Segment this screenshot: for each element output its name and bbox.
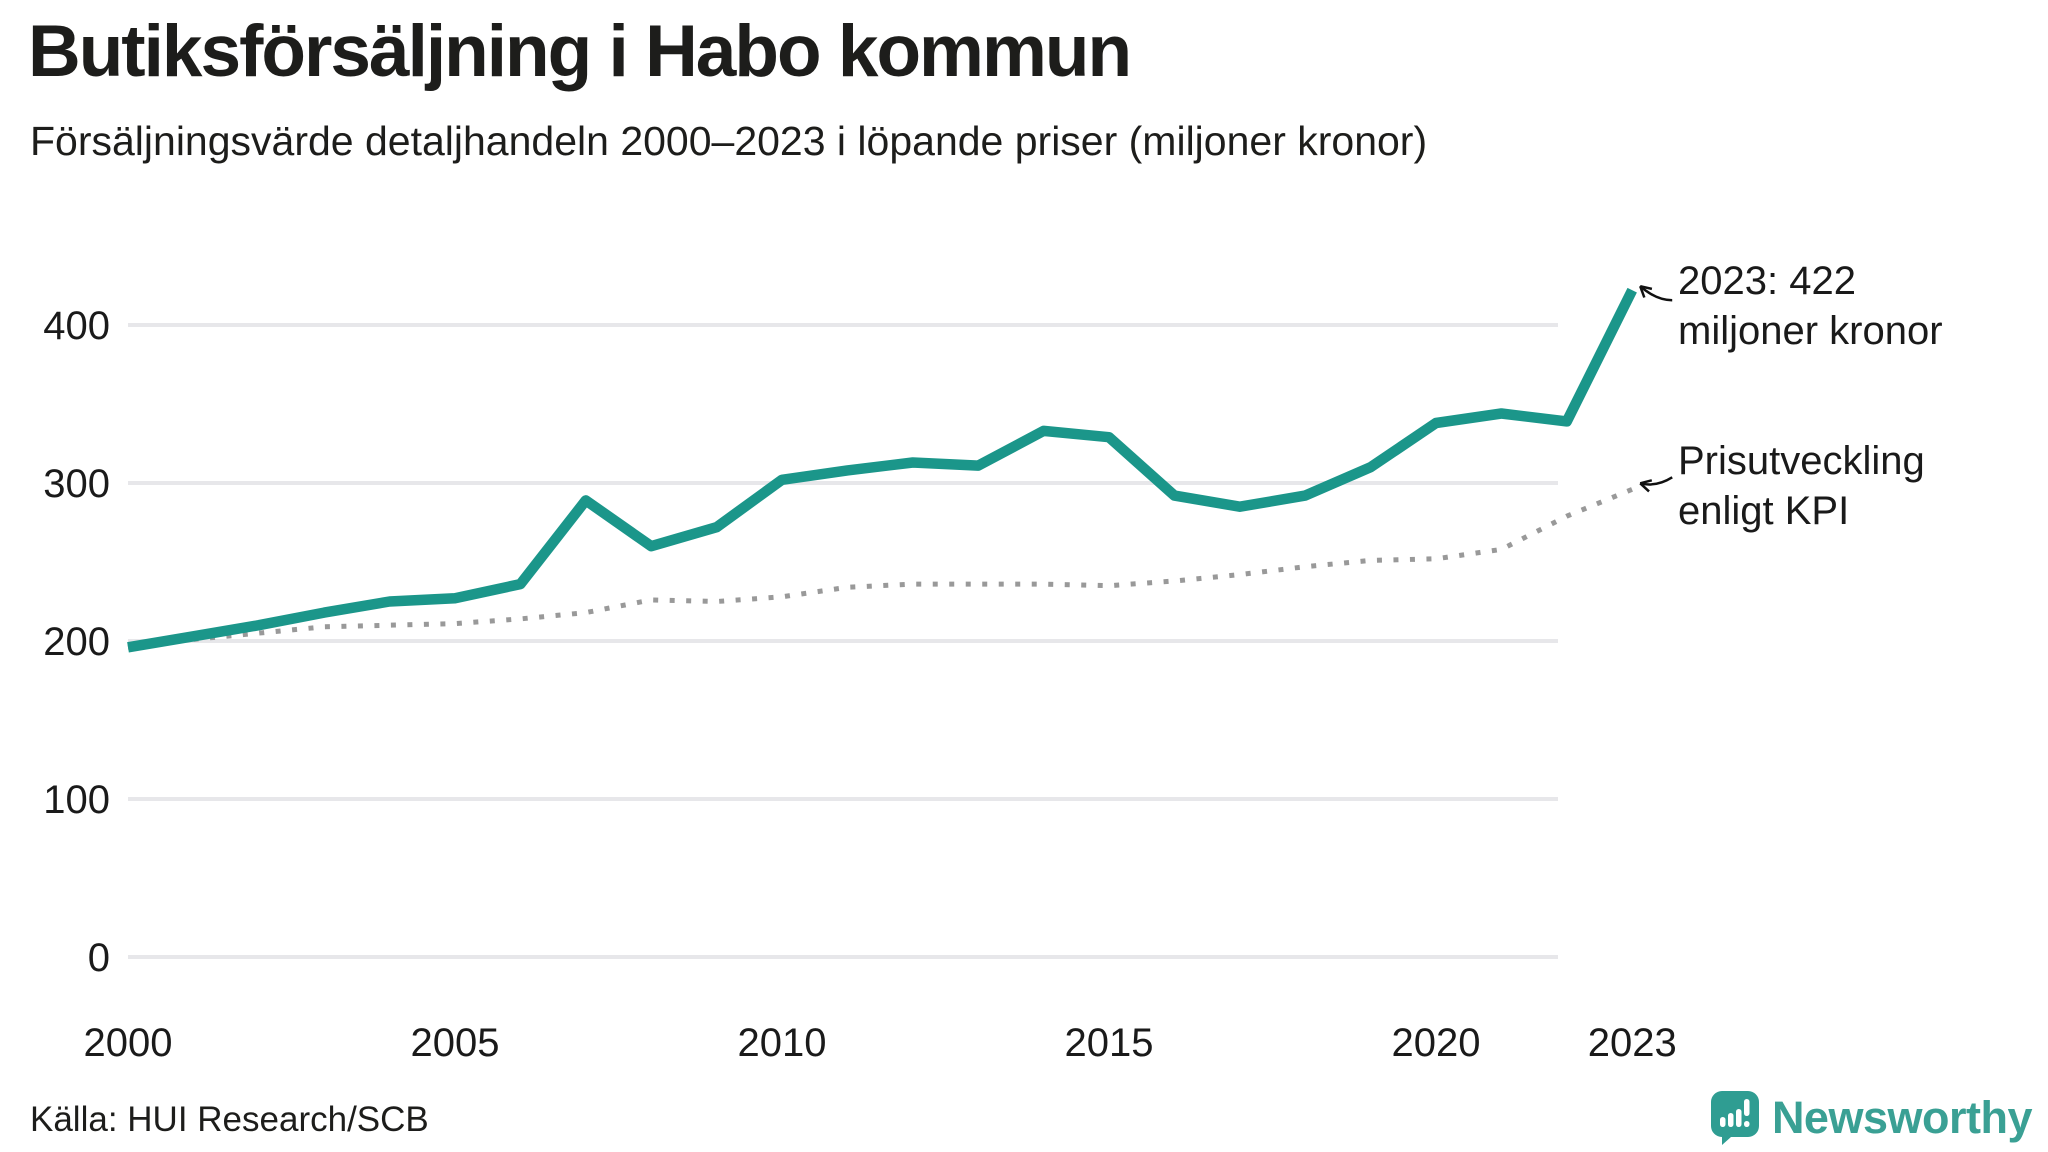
annotation-sales-2023: 2023: 422 miljoner kronor	[1678, 256, 1943, 357]
annotation-sales-line2: miljoner kronor	[1678, 309, 1943, 354]
y-tick-label: 0	[88, 936, 110, 980]
chart-subtitle: Försäljningsvärde detaljhandeln 2000–202…	[30, 118, 1428, 164]
exclamation-bar	[1743, 1099, 1750, 1116]
x-tick-label: 2005	[411, 1021, 500, 1065]
annotation-arrow-sales-head	[1639, 285, 1646, 298]
bar-1	[1719, 1117, 1726, 1127]
kpi-line	[127, 486, 1634, 650]
annotation-arrow-kpi-head	[1639, 482, 1650, 493]
annotation-arrow-sales-head	[1639, 285, 1653, 291]
y-tick-label: 200	[43, 620, 110, 664]
exclamation-dot	[1743, 1121, 1750, 1127]
x-tick-label: 2015	[1065, 1021, 1154, 1065]
newsworthy-bubble-icon	[1710, 1091, 1759, 1145]
y-tick-label: 400	[43, 304, 110, 348]
y-tick-label: 300	[43, 462, 110, 506]
source-caption: Källa: HUI Research/SCB	[30, 1100, 429, 1139]
bar-3	[1735, 1109, 1742, 1127]
annotation-sales-line1: 2023: 422	[1678, 259, 1856, 303]
annotation-kpi: Prisutveckling enligt KPI	[1678, 436, 1925, 537]
x-tick-label: 2000	[84, 1021, 173, 1065]
bubble-shape	[1710, 1091, 1759, 1145]
y-tick-label: 100	[43, 778, 110, 822]
x-tick-label: 2020	[1392, 1021, 1481, 1065]
annotation-arrow-sales	[1639, 285, 1673, 302]
brand-logo: Newsworthy	[1710, 1090, 2033, 1146]
annotation-kpi-line1: Prisutveckling	[1678, 439, 1925, 483]
x-tick-label: 2023	[1588, 1021, 1677, 1065]
annotation-arrow-kpi-head	[1639, 479, 1653, 485]
annotation-kpi-line2: enligt KPI	[1678, 489, 1850, 534]
brand-wordmark: Newsworthy	[1771, 1092, 2033, 1143]
bar-2	[1727, 1113, 1734, 1127]
page-title: Butiksförsäljning i Habo kommun	[28, 11, 1132, 92]
sales-line	[127, 287, 1637, 653]
x-tick-label: 2010	[738, 1021, 827, 1065]
